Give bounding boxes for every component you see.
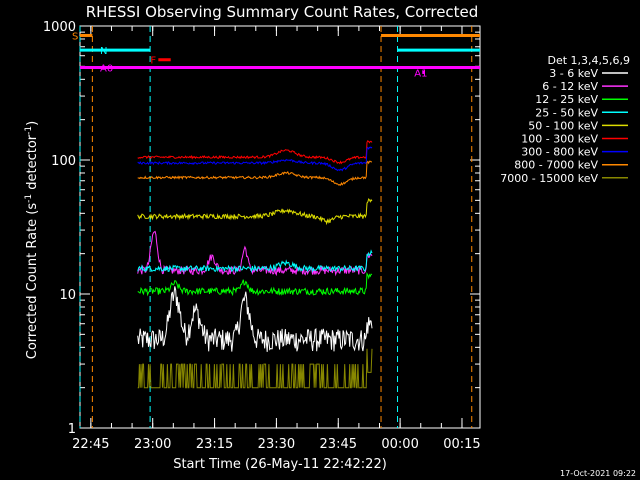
series-line (137, 140, 373, 165)
x-tick-label: 23:15 (196, 437, 233, 452)
series-line (137, 160, 372, 187)
x-tick-label: 22:45 (72, 437, 109, 452)
legend-entry: 50 - 100 keV (528, 119, 598, 132)
timestamp: 17-Oct-2021 09:22 (560, 469, 636, 478)
legend-entry: 300 - 800 keV (521, 146, 598, 159)
flag-label: S (72, 31, 78, 42)
flag-label: F (150, 56, 156, 67)
y-axis-label: Corrected Count Rate (s-1 detector-1) (24, 121, 40, 359)
x-tick-label: 23:30 (258, 437, 295, 452)
x-axis-label: Start Time (26-May-11 22:42:22) (173, 457, 387, 472)
flag-label: A1 (414, 68, 427, 79)
plot-area: 1 10 100 1000 22:45 23:00 23:15 23:30 23:45 00:00… (43, 20, 481, 452)
series-line (137, 348, 373, 389)
legend-entry: 3 - 6 keV (549, 67, 598, 80)
legend-entry: 12 - 25 keV (535, 93, 598, 106)
legend-entry: 25 - 50 keV (535, 106, 598, 119)
x-tick-label: 00:00 (381, 437, 418, 452)
legend-entry: 800 - 7000 keV (514, 159, 598, 172)
series-line (137, 197, 373, 226)
y-tick-label: 1000 (43, 20, 76, 35)
series-line (137, 249, 373, 274)
legend-entry: 7000 - 15000 keV (500, 172, 598, 185)
legend-entry: 100 - 300 keV (521, 133, 598, 146)
series-line (137, 286, 373, 352)
legend-title: Det 1,3,4,5,6,9 (547, 54, 630, 67)
x-tick-label: 00:15 (443, 437, 480, 452)
y-label-part: ) (25, 121, 40, 126)
flag-label: N (100, 46, 107, 57)
y-label-sup: -1 (24, 126, 34, 135)
y-label-part: detector (25, 134, 40, 194)
x-tick-label: 23:45 (320, 437, 357, 452)
flag-label: A0 (100, 64, 113, 75)
y-label-part: Corrected Count Rate (s (25, 203, 40, 360)
series-line (137, 271, 373, 297)
legend-entry: 6 - 12 keV (542, 80, 598, 93)
y-label-sup: -1 (24, 194, 34, 203)
series-line (137, 146, 373, 172)
y-tick-label: 1 (68, 422, 76, 437)
y-tick-label: 10 (59, 288, 76, 303)
chart-title: RHESSI Observing Summary Count Rates, Co… (86, 3, 479, 21)
x-tick-label: 23:00 (134, 437, 171, 452)
y-tick-label: 100 (51, 154, 76, 169)
